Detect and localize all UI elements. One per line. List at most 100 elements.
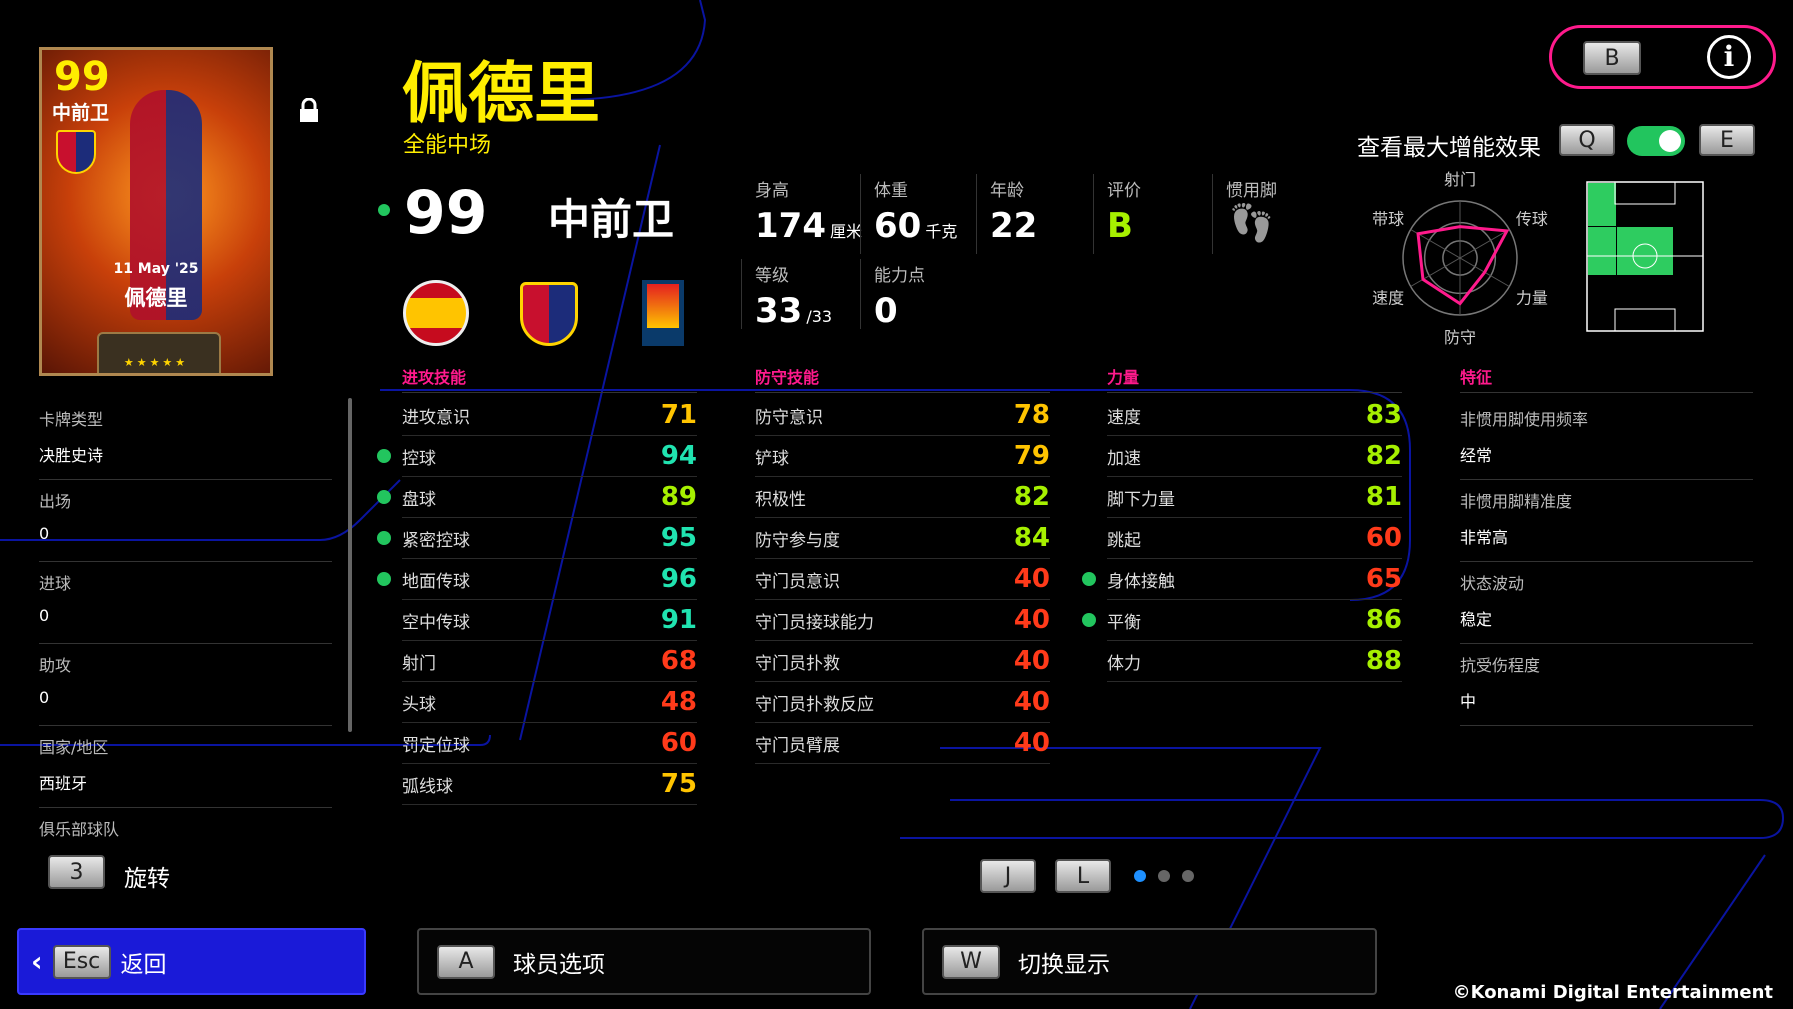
radar-label: 力量 <box>1516 289 1548 308</box>
info-value: 决胜史诗 <box>39 446 104 465</box>
club-badge-icon <box>56 130 96 174</box>
stat-row: 跳起 60 <box>1107 518 1402 559</box>
trait-item: 非惯用脚使用频率 经常 <box>1460 398 1753 480</box>
stat-row: 地面传球 96 <box>377 559 697 600</box>
stat-name: 防守参与度 <box>755 530 840 551</box>
copyright: ©Konami Digital Entertainment <box>1452 982 1773 1003</box>
height-label: 身高 <box>755 181 789 201</box>
switch-display-button[interactable]: W 切换显示 <box>922 928 1377 995</box>
key-b-button[interactable]: B <box>1583 41 1641 75</box>
stat-row: 身体接触 65 <box>1082 559 1402 600</box>
card-rating: 99 <box>54 54 110 100</box>
trait-name: 抗受伤程度 <box>1460 656 1541 675</box>
stat-name: 跳起 <box>1107 530 1141 551</box>
stat-value: 40 <box>1013 728 1050 758</box>
trait-item: 非惯用脚精准度 非常高 <box>1460 480 1753 562</box>
key-e-button[interactable]: E <box>1699 124 1755 156</box>
stat-row: 紧密控球 95 <box>377 518 697 559</box>
player-options-button[interactable]: A 球员选项 <box>417 928 871 995</box>
divider <box>860 259 861 329</box>
stat-name: 速度 <box>1107 407 1141 428</box>
stat-row: 积极性 82 <box>755 477 1050 518</box>
level-label: 等级 <box>755 266 789 286</box>
stat-name: 体力 <box>1107 653 1141 674</box>
age-value: 22 <box>990 206 1037 246</box>
boost-dot <box>1082 613 1096 627</box>
boost-toggle[interactable] <box>1627 126 1685 156</box>
traits-list: 非惯用脚使用频率 经常 非惯用脚精准度 非常高 状态波动 稳定 抗受伤程度中 <box>1460 398 1753 726</box>
info-value: 0 <box>39 688 50 707</box>
info-name: 进球 <box>39 574 72 593</box>
card-position: 中前卫 <box>52 102 110 124</box>
weight-value: 60 千克 <box>874 206 957 246</box>
section-title: 进攻技能 <box>402 368 467 387</box>
stat-value: 60 <box>660 728 697 758</box>
stat-name: 守门员接球能力 <box>755 612 874 633</box>
stat-row: 加速 82 <box>1107 436 1402 477</box>
divider <box>860 174 861 254</box>
info-name: 俱乐部球队 <box>39 820 120 839</box>
trait-name: 非惯用脚精准度 <box>1460 492 1573 511</box>
level-max: /33 <box>806 307 833 326</box>
stat-row: 进攻意识 71 <box>402 395 697 436</box>
back-label: 返回 <box>120 951 167 978</box>
stat-name: 加速 <box>1107 448 1141 469</box>
switch-display-label: 切换显示 <box>1018 951 1110 978</box>
player-card[interactable]: 99 中前卫 11 May '25 佩德里 ★★★★★ <box>39 47 273 376</box>
key-q-button[interactable]: Q <box>1559 124 1615 156</box>
player-image <box>130 90 202 320</box>
grade-number: B <box>1107 206 1133 246</box>
key-esc: Esc <box>52 944 111 979</box>
boost-dot <box>377 531 391 545</box>
stat-name: 头球 <box>402 694 436 715</box>
stat-value: 82 <box>1013 482 1050 512</box>
scrollbar[interactable] <box>348 398 352 732</box>
page-dot[interactable] <box>1134 870 1146 882</box>
info-item: 卡牌类型 决胜史诗 <box>39 398 332 480</box>
stat-name: 地面传球 <box>402 571 470 592</box>
next-page-button[interactable]: L <box>1055 859 1111 893</box>
top-right-controls: B i <box>1549 25 1776 89</box>
chevron-left-icon: ‹ <box>31 945 43 978</box>
stat-row: 头球 48 <box>402 682 697 723</box>
prev-page-button[interactable]: J <box>980 859 1036 893</box>
stat-value: 60 <box>1365 523 1402 553</box>
stat-name: 积极性 <box>755 489 806 510</box>
stat-value: 40 <box>1013 605 1050 635</box>
divider <box>741 259 742 329</box>
stat-name: 铲球 <box>755 448 789 469</box>
stat-value: 40 <box>1013 687 1050 717</box>
playstyle: 全能中场 <box>403 133 492 158</box>
level-value: 33/33 <box>755 291 832 331</box>
stat-name: 射门 <box>402 653 436 674</box>
page-dot[interactable] <box>1182 870 1194 882</box>
stat-row: 脚下力量 81 <box>1107 477 1402 518</box>
card-base <box>97 332 221 373</box>
page-dot[interactable] <box>1158 870 1170 882</box>
card-date: 11 May '25 <box>113 261 199 277</box>
info-item: 国家/地区 西班牙 <box>39 726 332 808</box>
stat-row: 空中传球 91 <box>402 600 697 641</box>
back-button[interactable]: ‹ Esc 返回 <box>17 928 366 995</box>
traits-title: 特征 <box>1460 368 1493 387</box>
stat-row: 体力 88 <box>1107 641 1402 682</box>
position-zone <box>1588 227 1616 275</box>
position-zone <box>1588 183 1616 226</box>
lock-icon[interactable] <box>297 97 321 122</box>
trait-item: 抗受伤程度中 <box>1460 644 1753 726</box>
key-a: A <box>437 944 495 979</box>
key-3-button[interactable]: 3 <box>48 855 105 889</box>
stat-name: 守门员意识 <box>755 571 840 592</box>
stat-value: 68 <box>660 646 697 676</box>
card-stars: ★★★★★ <box>123 356 189 369</box>
stat-name: 平衡 <box>1107 612 1141 633</box>
position: 中前卫 <box>548 195 675 244</box>
info-value: 西班牙 <box>39 774 88 793</box>
info-name: 助攻 <box>39 656 72 675</box>
stat-row: 平衡 86 <box>1082 600 1402 641</box>
info-icon[interactable]: i <box>1707 35 1751 79</box>
boost-label: 查看最大增能效果 <box>1357 135 1541 161</box>
stat-name: 脚下力量 <box>1107 489 1175 510</box>
